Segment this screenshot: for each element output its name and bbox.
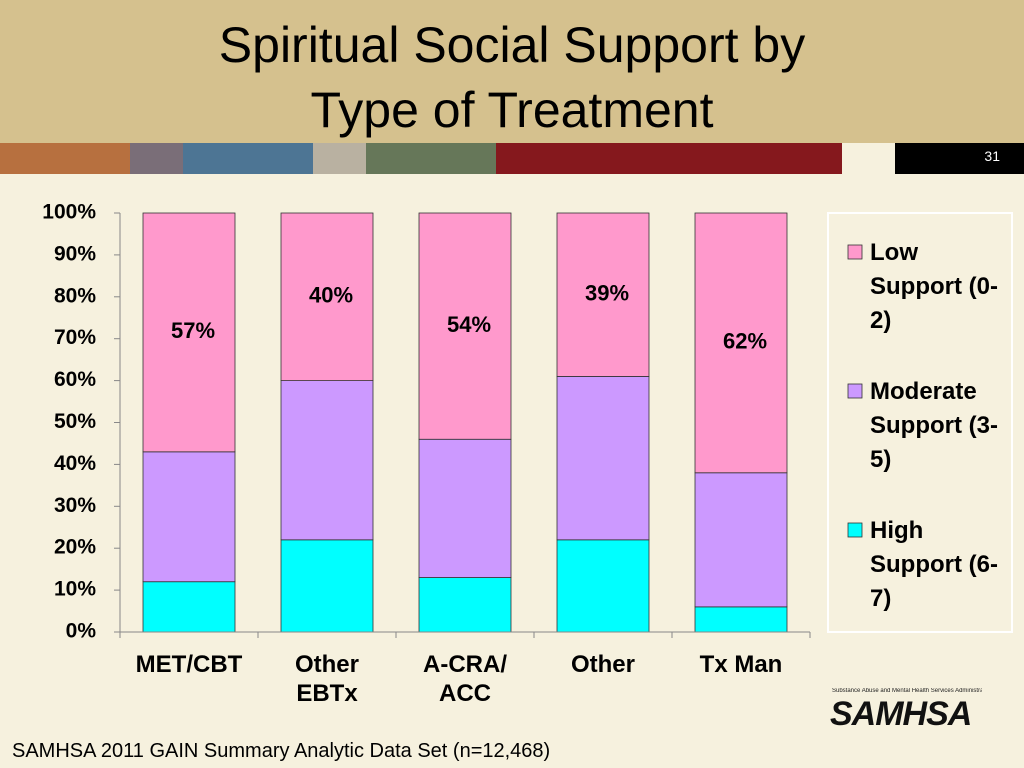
logo: SAMHSA [830, 695, 972, 733]
bar-segment [418, 438, 512, 578]
legend-swatch [847, 244, 863, 260]
bar-segment [142, 451, 236, 583]
y-tick-label: 40% [54, 452, 96, 475]
y-tick-label: 60% [54, 368, 96, 391]
color-stripe [0, 143, 1024, 174]
bar-segment [418, 212, 512, 440]
title: Type of Treatment [310, 82, 714, 138]
bar-segment [280, 212, 374, 382]
legend-label: High Support (6-7) [870, 517, 998, 612]
bar-segment [556, 539, 650, 633]
x-tick-label: MET/CBT [135, 651, 243, 678]
y-tick-label: 90% [54, 242, 96, 265]
bar-segment [694, 472, 788, 608]
title: Spiritual Social Support by [218, 17, 806, 73]
bar-segment [418, 577, 512, 633]
data-label: 57% [171, 318, 215, 343]
legend-label: Moderate Support (3-5) [870, 378, 998, 473]
bar-segment [142, 581, 236, 633]
x-tick-label: A-CRA/ ACC [423, 651, 507, 707]
bar-segment [556, 376, 650, 541]
bar-segment [142, 212, 236, 453]
y-tick-label: 20% [54, 536, 96, 559]
legend-label: Low Support (0-2) [870, 239, 998, 334]
x-tick-label: Other EBTx [294, 651, 359, 707]
legend-swatch [847, 383, 863, 399]
bar-segment [694, 606, 788, 633]
slide-number: 31 [984, 148, 1000, 164]
y-tick-label: 100% [42, 201, 96, 224]
y-tick-label: 10% [54, 578, 96, 601]
header-band: Spiritual Social Support by Type of Trea… [0, 0, 1024, 143]
data-label: 62% [723, 329, 767, 354]
legend-box [827, 212, 1013, 633]
y-tick-label: 30% [54, 494, 96, 517]
bar-segment [280, 539, 374, 633]
logo-tagline: Substance Abuse and Mental Health Servic… [832, 688, 982, 694]
y-tick-label: 0% [66, 620, 97, 643]
bar-segment [280, 380, 374, 541]
bar-segment [694, 212, 788, 474]
y-tick-label: 50% [54, 410, 96, 433]
x-tick-label: Tx Man [699, 651, 783, 678]
legend-swatch [847, 522, 863, 538]
bar-segment [556, 212, 650, 377]
y-tick-label: 80% [54, 284, 96, 307]
y-tick-label: 70% [54, 326, 96, 349]
footer: SAMHSA 2011 GAIN Summary Analytic Data S… [12, 740, 551, 762]
data-label: 40% [309, 283, 353, 308]
x-tick-label: Other [570, 651, 635, 678]
data-label: 39% [585, 281, 629, 306]
data-label: 54% [447, 312, 491, 337]
